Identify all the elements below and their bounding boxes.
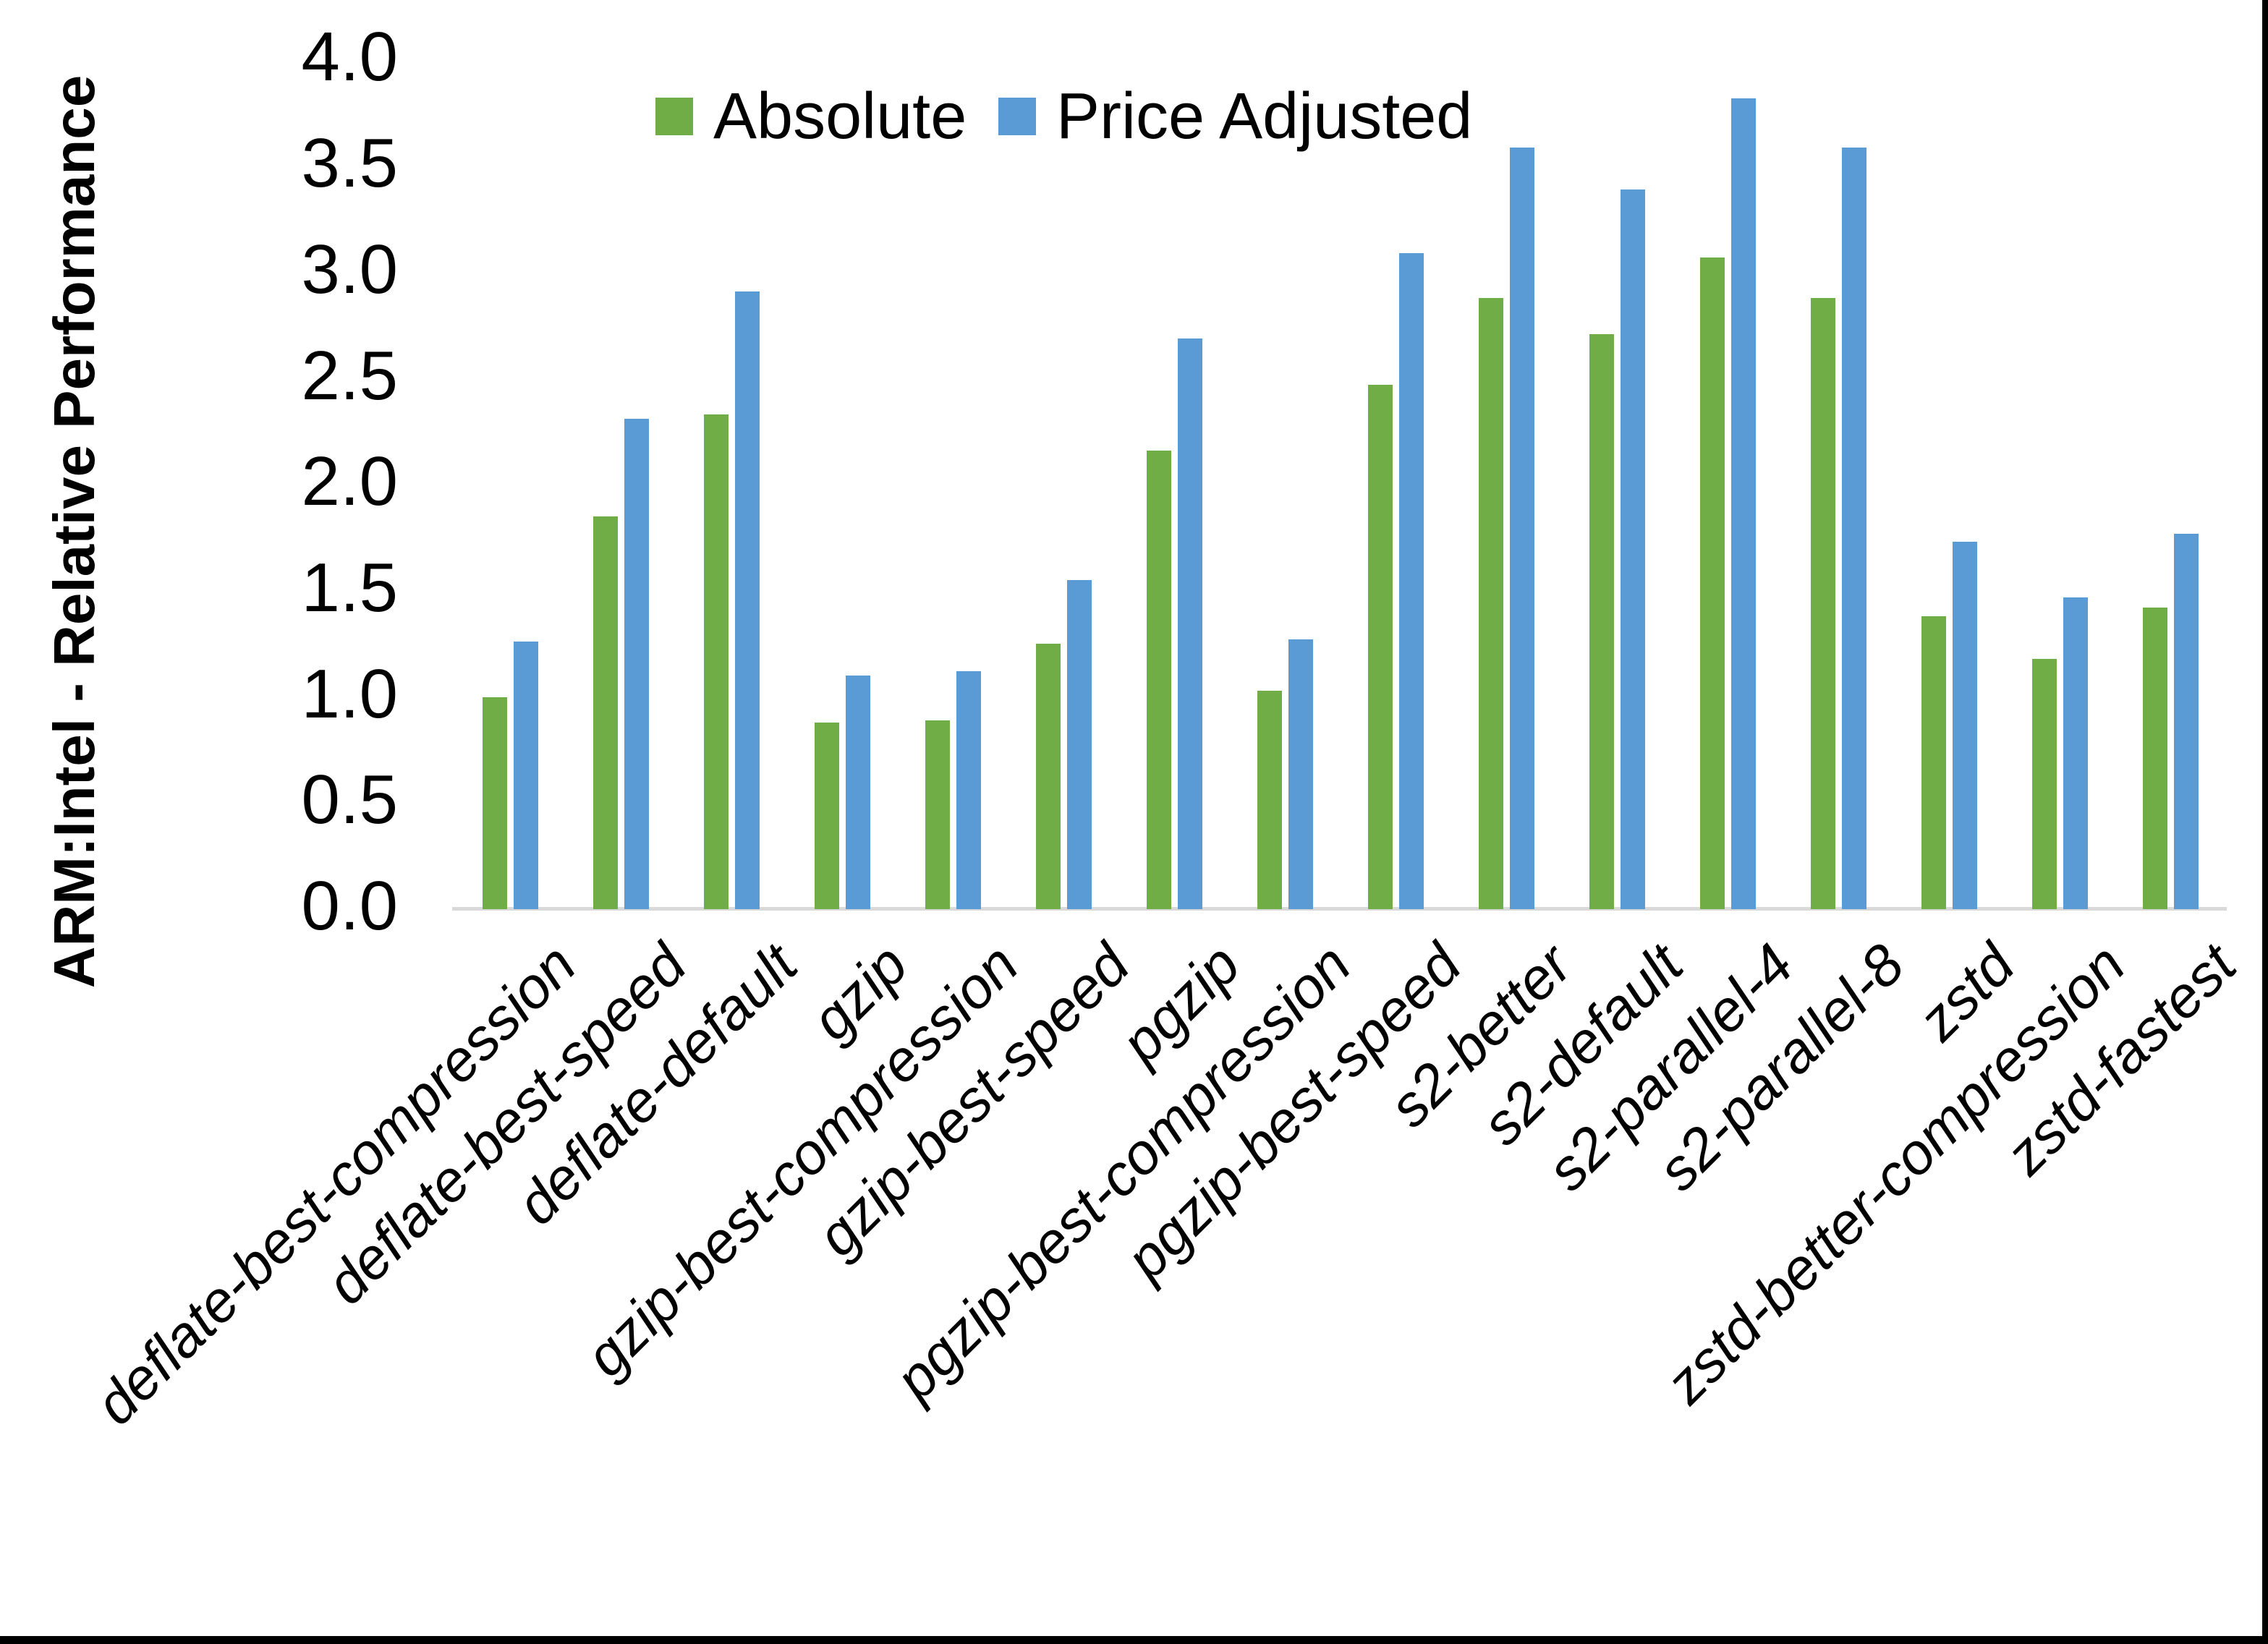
screenshot-right-border — [2262, 0, 2268, 1644]
y-tick-label: 3.5 — [301, 124, 398, 203]
bar-zstd-better-compression-absolute — [2032, 659, 2057, 909]
bar-s2-parallel-4-absolute — [1700, 257, 1725, 909]
legend-label-price-adjusted: Price Adjusted — [1056, 80, 1473, 153]
bar-zstd-fastest-price-adjusted — [2174, 534, 2199, 909]
bar-pgzip-absolute — [1147, 451, 1171, 909]
bar-s2-parallel-8-price-adjusted — [1842, 148, 1866, 909]
bar-deflate-default-price-adjusted — [735, 291, 760, 909]
y-tick-label: 1.5 — [301, 549, 398, 627]
bar-gzip-best-compression-absolute — [925, 720, 950, 909]
bar-pgzip-best-speed-absolute — [1368, 385, 1393, 909]
bar-deflate-best-speed-price-adjusted — [624, 419, 649, 909]
bar-gzip-absolute — [815, 723, 839, 909]
bar-pgzip-best-compression-absolute — [1257, 691, 1282, 909]
bar-gzip-best-speed-price-adjusted — [1067, 580, 1092, 909]
bar-gzip-best-compression-price-adjusted — [956, 671, 981, 909]
x-axis-line — [452, 907, 2227, 911]
bar-s2-better-price-adjusted — [1510, 148, 1534, 909]
bar-zstd-better-compression-price-adjusted — [2063, 597, 2088, 909]
legend-item-price-adjusted: Price Adjusted — [998, 84, 1472, 149]
y-axis-title: ARM:Intel - Relative Performance — [42, 74, 106, 989]
bar-pgzip-best-speed-price-adjusted — [1399, 253, 1424, 909]
bar-deflate-best-compression-absolute — [483, 697, 507, 909]
bar-deflate-best-compression-price-adjusted — [514, 642, 538, 909]
y-tick-label: 0.0 — [301, 867, 398, 945]
y-tick-label: 4.0 — [301, 18, 398, 96]
y-tick-label: 1.0 — [301, 655, 398, 733]
bar-s2-parallel-4-price-adjusted — [1731, 98, 1756, 909]
bar-pgzip-best-compression-price-adjusted — [1288, 639, 1313, 909]
screenshot-bottom-border — [0, 1636, 2268, 1644]
y-tick-label: 3.0 — [301, 230, 398, 308]
bar-s2-default-price-adjusted — [1621, 189, 1645, 909]
bar-gzip-price-adjusted — [846, 676, 870, 909]
legend-swatch-absolute — [655, 98, 693, 135]
legend-item-absolute: Absolute — [655, 84, 967, 149]
bar-deflate-best-speed-absolute — [593, 516, 618, 909]
bar-zstd-fastest-absolute — [2143, 608, 2167, 909]
bar-zstd-absolute — [1921, 616, 1946, 909]
y-tick-label: 0.5 — [301, 761, 398, 839]
y-tick-label: 2.5 — [301, 336, 398, 414]
bar-s2-parallel-8-absolute — [1811, 298, 1835, 909]
bar-zstd-price-adjusted — [1953, 542, 1977, 909]
bar-s2-better-absolute — [1479, 298, 1503, 909]
bar-gzip-best-speed-absolute — [1036, 644, 1061, 909]
legend-label-absolute: Absolute — [713, 80, 967, 153]
bar-s2-default-absolute — [1589, 334, 1614, 909]
y-tick-label: 2.0 — [301, 443, 398, 521]
legend-swatch-price-adjusted — [998, 98, 1036, 135]
bar-pgzip-price-adjusted — [1178, 338, 1202, 909]
bar-deflate-default-absolute — [704, 414, 729, 909]
